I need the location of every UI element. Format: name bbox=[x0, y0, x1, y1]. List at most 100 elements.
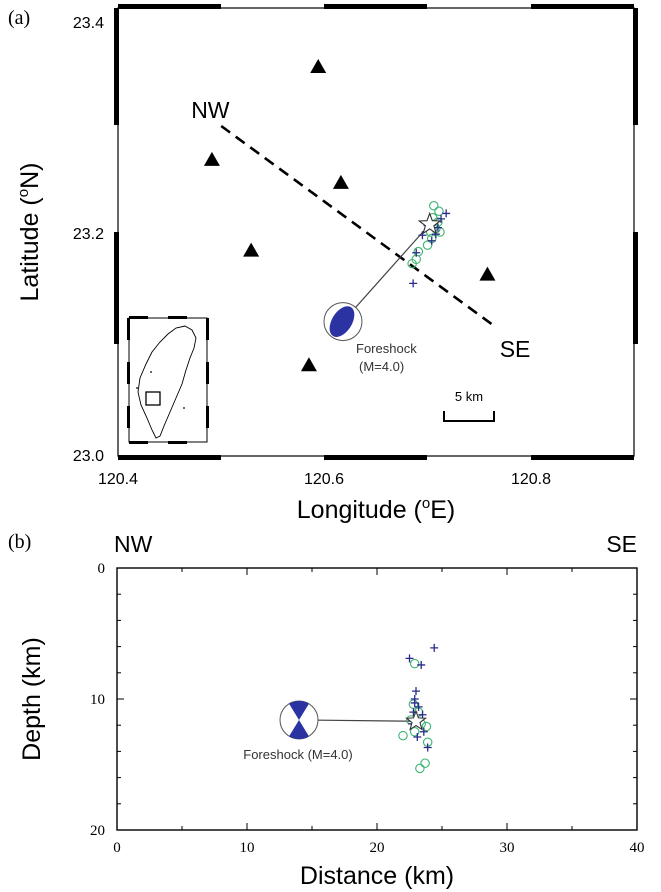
station-triangle bbox=[300, 357, 317, 372]
frame-bar bbox=[118, 4, 221, 9]
inset-frame-bar bbox=[206, 318, 209, 340]
aftershock-circle bbox=[415, 763, 425, 774]
frame-bar bbox=[114, 8, 119, 125]
aftershock-cross bbox=[410, 698, 419, 707]
aftershock-circle bbox=[422, 240, 433, 250]
aftershock-cross bbox=[405, 654, 414, 663]
panel-b-y-tick-labels: 0 10 20 bbox=[90, 561, 105, 839]
station-triangle bbox=[310, 59, 327, 74]
inset-frame-bar bbox=[168, 441, 187, 444]
inset-island-dot bbox=[183, 407, 185, 409]
aftershock-circle bbox=[434, 206, 444, 216]
beachball-compressional-quadrant bbox=[289, 701, 309, 720]
x-tick-label: 40 bbox=[630, 840, 645, 856]
inset-frame-bar bbox=[129, 441, 148, 444]
profile-line bbox=[220, 124, 497, 329]
x-tick-label: 0 bbox=[113, 840, 121, 856]
station-triangle bbox=[332, 174, 349, 189]
scale-bar-label: 5 km bbox=[455, 389, 483, 404]
y-tick-label: 0 bbox=[98, 561, 106, 577]
taiwan-inset-map bbox=[127, 316, 209, 444]
y-tick-label: 23.0 bbox=[73, 448, 104, 465]
frame-bar bbox=[118, 455, 221, 460]
panel-a-y-tick-labels: 23.0 23.2 23.4 bbox=[73, 15, 104, 465]
panel-b: (b) NW SE 0 10 20 30 40 0 10 20 Distance… bbox=[8, 531, 645, 890]
x-tick-label: 120.4 bbox=[98, 471, 138, 488]
x-tick-label: 120.8 bbox=[511, 471, 551, 488]
station-triangle bbox=[479, 266, 496, 281]
inset-island-dot bbox=[136, 387, 138, 389]
panel-b-label: (b) bbox=[8, 531, 31, 553]
aftershock-circle bbox=[429, 201, 439, 211]
panel-b-left-direction-label: NW bbox=[114, 531, 153, 557]
panel-b-x-axis-title: Distance (km) bbox=[300, 862, 454, 890]
aftershock-circle bbox=[407, 258, 417, 269]
aftershock-cross bbox=[433, 223, 442, 232]
frame-bar bbox=[114, 232, 119, 344]
frame-bar bbox=[531, 4, 634, 9]
frame-bar bbox=[324, 4, 427, 9]
panel-a-x-tick-labels: 120.4 120.6 120.8 bbox=[98, 471, 551, 488]
aftershock-cross bbox=[437, 214, 446, 223]
mainshock-star-shape bbox=[405, 709, 427, 731]
inset-frame bbox=[128, 317, 208, 443]
inset-frame-bar bbox=[127, 362, 130, 384]
taiwan-outline bbox=[137, 325, 197, 439]
inset-frame-bar bbox=[206, 362, 209, 384]
aftershock-circle bbox=[420, 758, 430, 768]
foreshock-magnitude-label: (M=4.0) bbox=[359, 359, 404, 374]
foreshock-label: Foreshock bbox=[356, 341, 417, 356]
foreshock-connector bbox=[298, 719, 417, 722]
aftershock-circle bbox=[398, 730, 408, 741]
x-tick-label: 120.6 bbox=[304, 471, 344, 488]
aftershock-cross bbox=[418, 710, 427, 719]
inset-frame-ticks bbox=[127, 316, 209, 444]
panel-b-x-tick-labels: 0 10 20 30 40 bbox=[113, 840, 644, 856]
frame-bar bbox=[531, 455, 634, 460]
aftershock-cross bbox=[414, 702, 423, 711]
panel-a-x-axis-title: Longitude (oE) bbox=[297, 495, 455, 524]
panel-a-frame-ticks bbox=[114, 4, 638, 460]
aftershock-cross bbox=[418, 231, 427, 240]
mainshock-star bbox=[417, 211, 442, 235]
aftershock-cross bbox=[442, 209, 451, 218]
y-tick-label: 23.4 bbox=[73, 15, 104, 32]
panel-b-y-axis-title: Depth (km) bbox=[18, 637, 46, 761]
mainshock-star-shape bbox=[417, 211, 442, 235]
beachball-compressional-quadrant bbox=[329, 306, 355, 337]
station-triangle bbox=[203, 151, 220, 166]
foreshock-connector bbox=[342, 223, 431, 322]
aftershock-cross bbox=[430, 643, 439, 652]
profile-start-label: NW bbox=[191, 97, 230, 123]
frame-bar bbox=[633, 232, 638, 344]
frame-bar bbox=[324, 455, 427, 460]
foreshock-label: Foreshock (M=4.0) bbox=[243, 747, 352, 762]
frame-bar bbox=[633, 8, 638, 125]
inset-frame-bar bbox=[129, 316, 148, 319]
aftershock-crosses bbox=[405, 643, 439, 752]
aftershock-cross bbox=[423, 743, 432, 752]
inset-frame-bar bbox=[206, 406, 209, 428]
aftershock-circle bbox=[409, 726, 420, 737]
y-tick-label: 10 bbox=[90, 692, 105, 708]
aftershock-cross bbox=[413, 732, 422, 741]
inset-island-dot bbox=[150, 371, 152, 373]
panel-b-frame bbox=[116, 567, 638, 831]
scale-bar-line bbox=[443, 411, 495, 422]
mainshock-star bbox=[405, 709, 427, 731]
aftershock-cross bbox=[427, 236, 436, 245]
aftershock-circle bbox=[421, 721, 432, 732]
inset-frame-bar bbox=[127, 318, 130, 340]
aftershock-cross bbox=[412, 687, 420, 696]
aftershock-cross bbox=[409, 279, 418, 288]
y-tick-label: 20 bbox=[90, 823, 105, 839]
x-tick-label: 10 bbox=[240, 840, 255, 856]
x-tick-label: 20 bbox=[370, 840, 385, 856]
panel-b-ticks bbox=[116, 567, 638, 831]
station-markers bbox=[203, 59, 496, 372]
panel-a: (a) 120.4 120.6 120.8 23.0 23.2 23.4 Lon… bbox=[8, 4, 638, 524]
aftershock-cross bbox=[417, 660, 426, 669]
inset-frame-bar bbox=[168, 316, 187, 319]
aftershock-cross bbox=[419, 727, 428, 736]
